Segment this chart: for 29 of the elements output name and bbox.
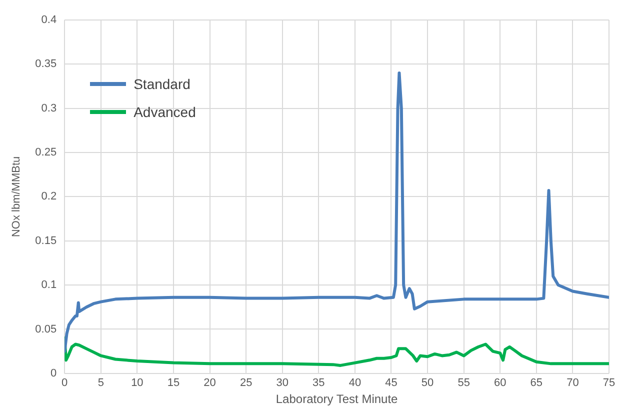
y-tick-label: 0.4 xyxy=(41,14,57,26)
y-tick-label: 0.35 xyxy=(35,58,57,70)
x-tick-label: 15 xyxy=(167,377,180,390)
x-tick-label: 65 xyxy=(530,377,543,390)
x-tick-label: 70 xyxy=(566,377,579,390)
y-tick-label: 0.25 xyxy=(35,146,57,159)
x-tick-label: 10 xyxy=(131,377,144,390)
x-tick-label: 55 xyxy=(458,377,470,390)
y-tick-label: 0 xyxy=(50,367,57,380)
legend-label: Standard xyxy=(134,76,190,92)
x-tick-label: 20 xyxy=(204,377,216,390)
x-tick-label: 40 xyxy=(348,377,362,390)
y-tick-label: 0.15 xyxy=(35,234,57,247)
x-tick-label: 30 xyxy=(276,377,288,390)
x-tick-label: 5 xyxy=(98,377,104,390)
x-tick-label: 25 xyxy=(240,377,252,390)
y-axis-title: NOx lbm/MMBtu xyxy=(10,156,23,238)
x-tick-label: 75 xyxy=(602,377,616,390)
x-tick-label: 60 xyxy=(494,377,506,390)
y-tick-label: 0.1 xyxy=(41,279,57,292)
x-axis-title: Laboratory Test Minute xyxy=(276,392,398,406)
x-tick-label: 50 xyxy=(421,377,434,390)
x-tick-label: 45 xyxy=(385,377,398,390)
y-tick-label: 0.05 xyxy=(35,323,57,336)
x-tick-label: 0 xyxy=(62,377,68,390)
legend-label: Advanced xyxy=(134,104,196,120)
x-tick-label: 35 xyxy=(312,377,325,390)
y-tick-label: 0.2 xyxy=(41,190,57,203)
y-tick-label: 0.3 xyxy=(41,102,57,114)
